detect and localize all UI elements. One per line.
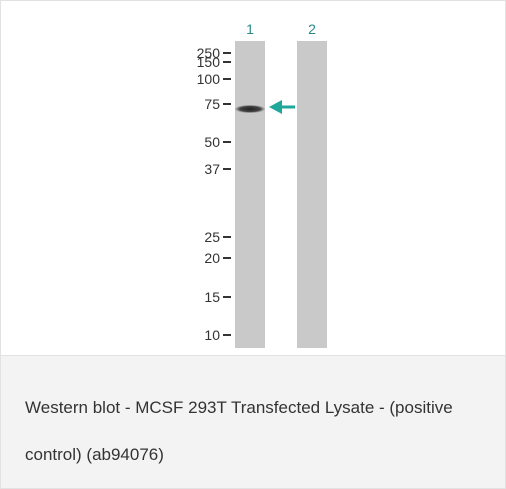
caption: Western blot - MCSF 293T Transfected Lys… bbox=[25, 384, 465, 478]
marker-label: 50 bbox=[204, 134, 220, 150]
band bbox=[235, 105, 265, 113]
lane bbox=[235, 41, 265, 348]
lane bbox=[297, 41, 327, 348]
marker-label: 15 bbox=[204, 289, 220, 305]
marker-label: 25 bbox=[204, 229, 220, 245]
marker-label: 37 bbox=[204, 161, 220, 177]
marker-label: 10 bbox=[204, 327, 220, 343]
figure-card: 1225015010075503725201510 Western blot -… bbox=[0, 0, 506, 489]
lane-label: 1 bbox=[246, 21, 254, 37]
marker-label: 20 bbox=[204, 250, 220, 266]
marker-label: 100 bbox=[197, 71, 221, 87]
marker-label: 150 bbox=[197, 54, 221, 70]
lane-label: 2 bbox=[308, 21, 316, 37]
arrow-head bbox=[269, 100, 282, 114]
caption-area: Western blot - MCSF 293T Transfected Lys… bbox=[1, 356, 505, 488]
marker-label: 75 bbox=[204, 96, 220, 112]
